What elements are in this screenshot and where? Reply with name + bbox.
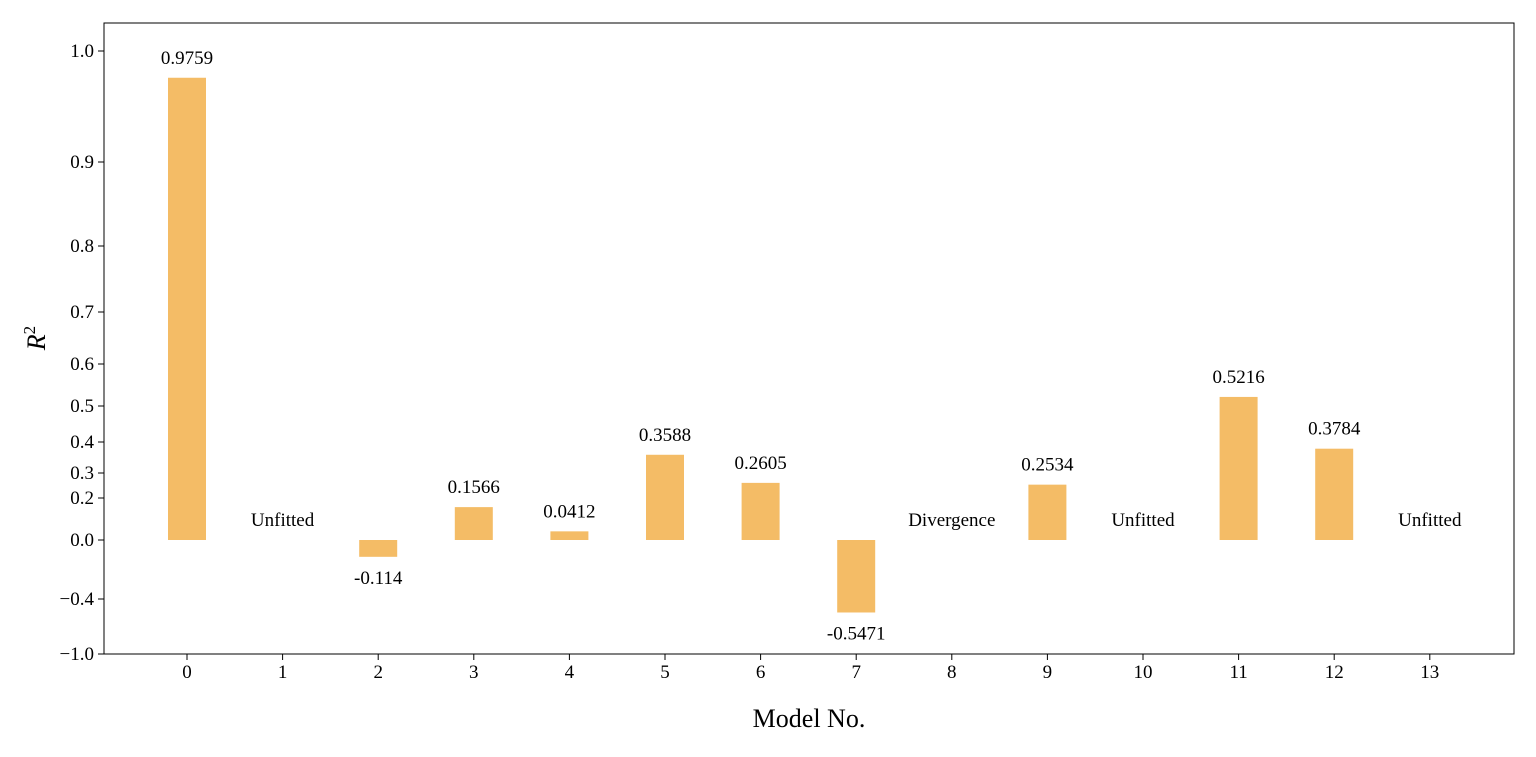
x-axis: 0 1 2 3 4 5 6 7 8 9 10 11 12 13 — [182, 654, 1439, 683]
data-labels-group: 0.9759 Unfitted -0.114 0.1566 0.0412 0.3588 0.… — [161, 48, 1462, 645]
data-label: 0.5216 — [1212, 367, 1264, 388]
x-tick-label: 2 — [373, 662, 383, 683]
bar — [646, 454, 684, 540]
y-tick-label: 0.2 — [70, 488, 94, 509]
status-label: Unfitted — [1398, 510, 1462, 531]
bar — [550, 531, 589, 540]
data-label: 0.2534 — [1021, 455, 1074, 476]
x-tick-label: 11 — [1229, 662, 1247, 683]
y-axis-label-superscript: 2 — [20, 326, 39, 335]
x-tick-label: 5 — [660, 662, 670, 683]
y-tick-label: 1.0 — [70, 41, 94, 62]
x-tick-label: 10 — [1134, 662, 1153, 683]
data-label: -0.5471 — [827, 623, 886, 644]
plot-frame — [103, 22, 1515, 655]
x-tick-label: 13 — [1420, 662, 1439, 683]
bar — [1315, 448, 1354, 540]
y-tick-label: −1.0 — [60, 644, 94, 665]
x-axis-label: Model No. — [753, 704, 866, 733]
y-tick-label: 0.4 — [70, 432, 94, 453]
y-tick-label: −0.4 — [60, 589, 95, 610]
bar — [837, 540, 876, 613]
y-tick-label: 0.3 — [70, 463, 94, 484]
bar — [168, 77, 206, 540]
x-tick-label: 1 — [278, 662, 288, 683]
data-label: 0.3588 — [639, 425, 691, 446]
data-label: -0.114 — [354, 568, 403, 589]
y-axis-label: R2 — [20, 326, 51, 351]
x-tick-label: 3 — [469, 662, 479, 683]
y-tick-label: 0.9 — [70, 152, 94, 173]
data-label: 0.0412 — [543, 501, 595, 522]
data-label: 0.9759 — [161, 48, 213, 69]
y-tick-label: 0.5 — [70, 396, 94, 417]
status-label: Unfitted — [1111, 510, 1175, 531]
bar — [359, 540, 398, 557]
y-axis-label-base: R — [22, 334, 51, 351]
bar — [1028, 484, 1067, 540]
status-label: Unfitted — [251, 510, 315, 531]
y-tick-label: 0.0 — [70, 530, 94, 551]
data-label: 0.3784 — [1308, 419, 1361, 440]
x-tick-label: 8 — [947, 662, 957, 683]
y-tick-label: 0.6 — [70, 354, 94, 375]
bar — [454, 507, 493, 540]
bars-group — [168, 77, 1354, 613]
x-tick-label: 4 — [565, 662, 575, 683]
y-tick-label: 0.7 — [70, 302, 94, 323]
x-tick-label: 12 — [1325, 662, 1344, 683]
bar — [741, 482, 780, 540]
x-tick-label: 9 — [1043, 662, 1053, 683]
x-tick-label: 0 — [182, 662, 192, 683]
status-label: Divergence — [908, 510, 995, 531]
data-label: 0.1566 — [448, 477, 500, 498]
x-tick-label: 6 — [756, 662, 766, 683]
y-tick-label: 0.8 — [70, 236, 94, 257]
x-tick-label: 7 — [851, 662, 861, 683]
data-label: 0.2605 — [734, 453, 786, 474]
bar — [1219, 396, 1258, 540]
y-axis: −1.0 −0.4 0.0 0.2 0.3 0.4 0.5 0.6 0.7 0.8 0.9 1.0 — [60, 41, 104, 665]
